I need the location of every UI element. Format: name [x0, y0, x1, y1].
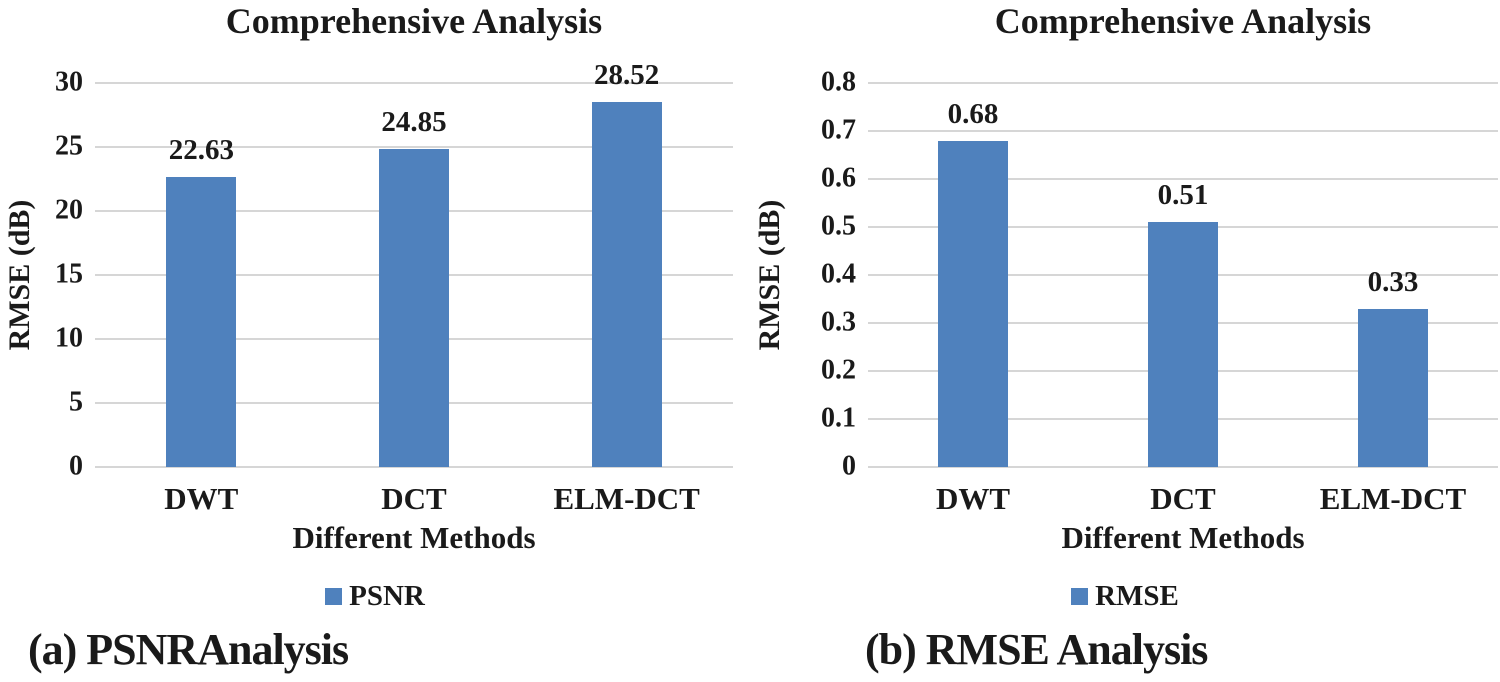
- bar: [166, 177, 237, 467]
- gridline: [868, 82, 1498, 84]
- gridline: [95, 146, 733, 148]
- category-label: DCT: [1150, 481, 1216, 516]
- bar-value-label: 28.52: [594, 59, 660, 92]
- legend: PSNR: [0, 582, 750, 611]
- gridline: [868, 178, 1498, 180]
- x-axis-label: Different Methods: [1061, 520, 1305, 555]
- y-tick-label: 0.6: [821, 162, 856, 194]
- y-tick-label: 15: [55, 258, 83, 290]
- y-tick-label: 10: [55, 322, 83, 354]
- y-tick-label: 0.1: [821, 402, 856, 434]
- chart-title: Comprehensive Analysis: [225, 1, 603, 41]
- category-label: DWT: [935, 481, 1011, 516]
- bar: [938, 140, 1008, 467]
- subfigure-caption: (a) PSNRAnalysis: [28, 625, 349, 674]
- legend-swatch: [325, 588, 343, 605]
- y-tick-label: 0.8: [821, 66, 856, 98]
- subfigure-caption: (b) RMSE Analysis: [865, 625, 1208, 674]
- bar-value-label: 0.51: [1157, 179, 1209, 212]
- category-label: ELM-DCT: [1319, 481, 1467, 516]
- bar: [1358, 308, 1428, 467]
- gridline: [868, 466, 1498, 468]
- y-tick-label: 0: [842, 450, 856, 482]
- legend-swatch: [1071, 588, 1089, 605]
- gridline: [95, 466, 733, 468]
- bar: [1148, 222, 1218, 467]
- y-tick-label: 0.3: [821, 306, 856, 338]
- x-axis-label: Different Methods: [292, 520, 536, 555]
- legend-label: PSNR: [349, 580, 425, 612]
- bar-value-label: 24.85: [381, 106, 447, 139]
- bar: [379, 148, 449, 467]
- category-label: ELM-DCT: [553, 481, 700, 516]
- y-tick-label: 0.5: [821, 210, 856, 242]
- bar-value-label: 22.63: [168, 134, 234, 167]
- gridline: [868, 130, 1498, 132]
- category-label: DWT: [164, 481, 239, 516]
- chart-rmse: Comprehensive Analysis RMSE (dB) 0 0.1 0.2…: [750, 0, 1500, 682]
- chart-psnr: Comprehensive Analysis RMSE (dB) 0 5 10 15 2…: [0, 1, 750, 674]
- chart-title: Comprehensive Analysis: [994, 1, 1372, 41]
- y-tick-label: 25: [55, 130, 83, 162]
- bar: [591, 101, 662, 467]
- legend: RMSE: [750, 582, 1500, 611]
- plot-area: 0.68 0.51 0.33: [868, 82, 1498, 468]
- y-tick-label: 0: [69, 450, 83, 482]
- y-tick-label: 30: [55, 66, 83, 98]
- y-tick-label: 20: [55, 194, 83, 226]
- y-tick-label: 0.4: [821, 258, 856, 290]
- y-tick-label: 0.2: [821, 354, 856, 386]
- bar-value-label: 0.68: [947, 97, 999, 130]
- category-label: DCT: [381, 481, 447, 516]
- y-tick-label: 5: [69, 386, 83, 418]
- bar-value-label: 0.33: [1367, 265, 1419, 298]
- plot-area: 22.63 24.85 28.52: [95, 59, 733, 468]
- y-tick-label: 0.7: [821, 114, 856, 146]
- legend-label: RMSE: [1095, 580, 1179, 612]
- gridline: [95, 82, 733, 84]
